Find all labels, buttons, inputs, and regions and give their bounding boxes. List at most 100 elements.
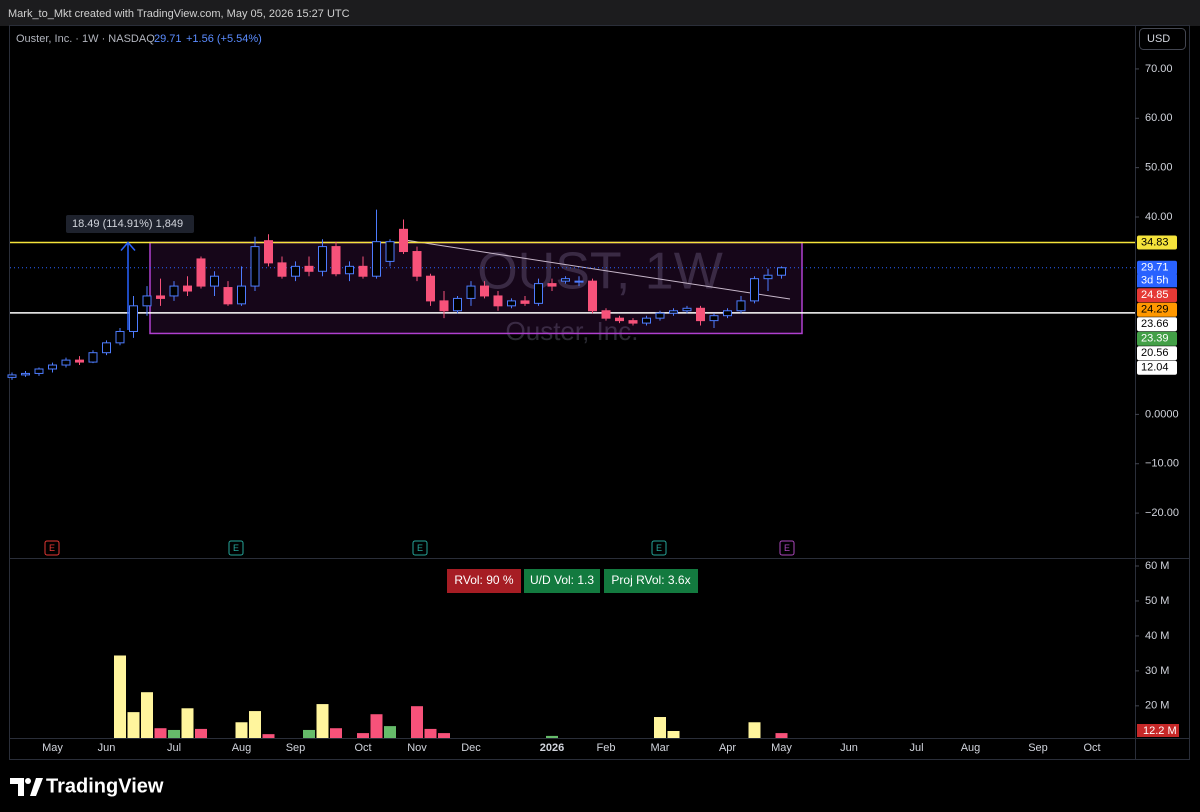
- earnings-label: E: [49, 543, 55, 553]
- volume-badge-label: Proj RVol: 3.6x: [611, 573, 690, 587]
- volume-bar: [438, 733, 450, 738]
- volume-bar: [546, 735, 558, 738]
- x-tick-label: Feb: [597, 742, 616, 754]
- volume-bar: [748, 722, 761, 738]
- x-tick-label: Dec: [461, 742, 481, 754]
- price-level-label: 34.83: [1141, 236, 1169, 248]
- volume-badge: [447, 569, 521, 593]
- volume-badge-label: U/D Vol: 1.3: [530, 573, 594, 587]
- candle-body: [88, 352, 98, 363]
- earnings-marker: [44, 540, 60, 556]
- earnings-marker: [651, 540, 667, 556]
- y-tick-label: 40.00: [1145, 211, 1173, 223]
- candle-body: [655, 312, 665, 319]
- y-tick-label: −10.00: [1145, 458, 1179, 470]
- x-tick-label: Jun: [98, 742, 116, 754]
- footer-brand: TradingView: [46, 775, 164, 797]
- y-tick-label: 70.00: [1145, 63, 1173, 75]
- candle-body: [75, 359, 84, 363]
- currency-label[interactable]: USD: [1147, 33, 1170, 45]
- price-level-label: 23.66: [1141, 318, 1169, 330]
- header-bar: [0, 0, 1200, 26]
- volume-bar: [303, 729, 315, 738]
- volume-badge: [524, 569, 600, 593]
- candle-body: [615, 317, 624, 322]
- candle-body: [34, 368, 44, 374]
- candle-body: [61, 359, 71, 366]
- tv-logo: [10, 778, 43, 796]
- candle-body: [412, 251, 422, 277]
- price-level-badge: [1137, 317, 1177, 332]
- candle-body: [669, 310, 678, 314]
- candle-body: [196, 258, 206, 287]
- y-tick-label: 60.00: [1145, 112, 1173, 124]
- candle-body: [561, 278, 570, 282]
- volume-bar: [384, 726, 396, 738]
- header-text: Mark_to_Mkt created with TradingView.com…: [8, 8, 350, 20]
- volume-bar: [357, 733, 369, 738]
- candle-body: [399, 228, 408, 253]
- candle-body: [480, 285, 489, 297]
- candle-body: [642, 317, 651, 324]
- x-tick-label: Sep: [1028, 742, 1048, 754]
- candle-body: [588, 280, 597, 312]
- x-tick-label: Jul: [909, 742, 923, 754]
- price-level-badge: [1137, 346, 1177, 361]
- candle-body: [223, 287, 233, 305]
- volume-bar: [181, 708, 194, 738]
- volume-bar: [141, 692, 153, 738]
- candle-body: [291, 265, 300, 277]
- candle-body: [318, 246, 327, 272]
- candle-body: [277, 262, 287, 277]
- volume-bar: [127, 712, 140, 738]
- volume-tick-label: 20 M: [1145, 700, 1169, 712]
- candle-body: [628, 320, 638, 324]
- candle-body: [534, 283, 543, 304]
- symbol-legend: Ouster, Inc. · 1W · NASDAQ: [16, 33, 155, 45]
- candle-body: [750, 278, 759, 302]
- price-level-badge: [1137, 235, 1177, 250]
- earnings-label: E: [656, 543, 662, 553]
- candle-body: [723, 310, 732, 317]
- candle-body: [358, 265, 368, 277]
- volume-bar: [424, 728, 437, 738]
- candle-body: [102, 342, 111, 354]
- measure-box: [66, 215, 194, 233]
- volume-bar: [262, 734, 275, 738]
- price-level-label: 24.29: [1141, 304, 1169, 316]
- volume-last-label: 12.2 M: [1143, 725, 1177, 737]
- price-level-badge: [1137, 302, 1177, 317]
- earnings-marker: [779, 540, 795, 556]
- x-tick-label: Sep: [286, 742, 306, 754]
- candle-body: [453, 297, 462, 312]
- price-level-label: 29.71: [1141, 262, 1169, 274]
- candle-body: [210, 275, 219, 287]
- x-tick-label: Jun: [840, 742, 858, 754]
- last-price: 29.71: [154, 33, 182, 45]
- volume-bar: [168, 729, 180, 738]
- candle-body: [156, 295, 165, 299]
- price-level-badge: [1137, 360, 1177, 375]
- x-tick-label: Nov: [407, 742, 427, 754]
- x-tick-label: May: [42, 742, 63, 754]
- candle-body: [520, 300, 530, 304]
- volume-bar: [370, 714, 383, 738]
- earnings-marker: [228, 540, 244, 556]
- candle-body: [250, 246, 260, 287]
- x-tick-label: Aug: [232, 742, 252, 754]
- volume-tick-label: 50 M: [1145, 595, 1169, 607]
- x-tick-label: 2026: [540, 742, 564, 754]
- price-level-label: 23.39: [1141, 333, 1169, 345]
- candle-body: [7, 374, 17, 378]
- candle-body: [466, 285, 476, 299]
- y-tick-label: 0.0000: [1145, 408, 1179, 420]
- volume-badge: [604, 569, 698, 593]
- volume-tick-label: 30 M: [1145, 665, 1169, 677]
- currency-button[interactable]: [1139, 28, 1186, 50]
- volume-bar: [114, 655, 126, 738]
- price-level-label: 20.56: [1141, 347, 1169, 359]
- candle-body: [736, 300, 746, 312]
- measure-label: 18.49 (114.91%) 1,849: [72, 218, 183, 230]
- candle-body: [183, 285, 192, 292]
